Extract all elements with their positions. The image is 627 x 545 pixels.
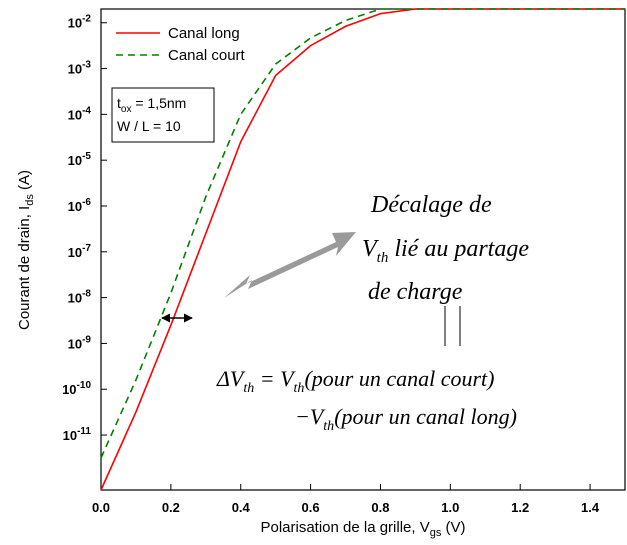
legend-label-canal-long: Canal long [168,25,240,42]
y-axis-ticks: 10-2 10-3 10-4 10-5 10-6 10-7 10-8 10-9 10-10 10-… [62,14,107,443]
wl-label: W / L = 10 [117,118,181,134]
x-tick-label: 0.6 [302,500,320,515]
annotation-line-1: Décalage de [370,192,492,218]
y-tick-label: 10-8 [68,289,92,306]
annotation-line-3: de charge [368,279,463,305]
y-tick-label: 10-5 [68,151,92,168]
x-tick-label: 0.0 [92,500,110,515]
y-tick-label: 10-10 [62,380,91,397]
delta-vth-equation: ΔVth = Vth(pour un canal court) −Vth(pou… [216,366,517,434]
parameters-frame [111,87,215,143]
equation-row-2: −Vth(pour un canal long) [295,404,517,434]
parameters-box: tox = 1,5nm W / L = 10 [111,87,215,143]
y-axis-label: Courant de drain, Ids (A) [16,170,36,330]
y-tick-label: 10-3 [68,60,92,77]
x-tick-label: 1.4 [581,500,600,515]
plot-frame [100,8,626,491]
grey-double-arrow [224,232,356,298]
x-tick-label: 1.2 [511,500,529,515]
y-tick-label: 10-7 [68,243,92,260]
x-tick-label: 0.8 [371,500,389,515]
annotation-line-2: Vth lié au partage [362,236,529,266]
x-axis-ticks: 0.0 0.2 0.4 0.6 0.8 1.0 1.2 1.4 [92,484,600,515]
shift-annotation: Décalage de Vth lié au partage de charge [362,192,529,305]
y-tick-label: 10-4 [68,105,92,122]
series-layer [100,8,625,491]
y-tick-label: 10-2 [68,14,92,31]
equation-row-1: ΔVth = Vth(pour un canal court) [216,366,494,396]
x-tick-label: 1.0 [441,500,459,515]
legend-label-canal-court: Canal court [168,47,246,64]
x-tick-label: 0.2 [162,500,180,515]
x-tick-label: 0.4 [232,500,251,515]
y-tick-label: 10-11 [63,426,92,443]
x-axis-label: Polarisation de la grille, Vgs (V) [260,519,465,539]
tox-label: tox = 1,5nm [117,95,186,115]
y-tick-label: 10-9 [68,334,92,351]
series-line-canal-court [100,8,625,459]
y-tick-label: 10-6 [68,197,92,214]
legend: Canal long Canal court [116,25,246,64]
